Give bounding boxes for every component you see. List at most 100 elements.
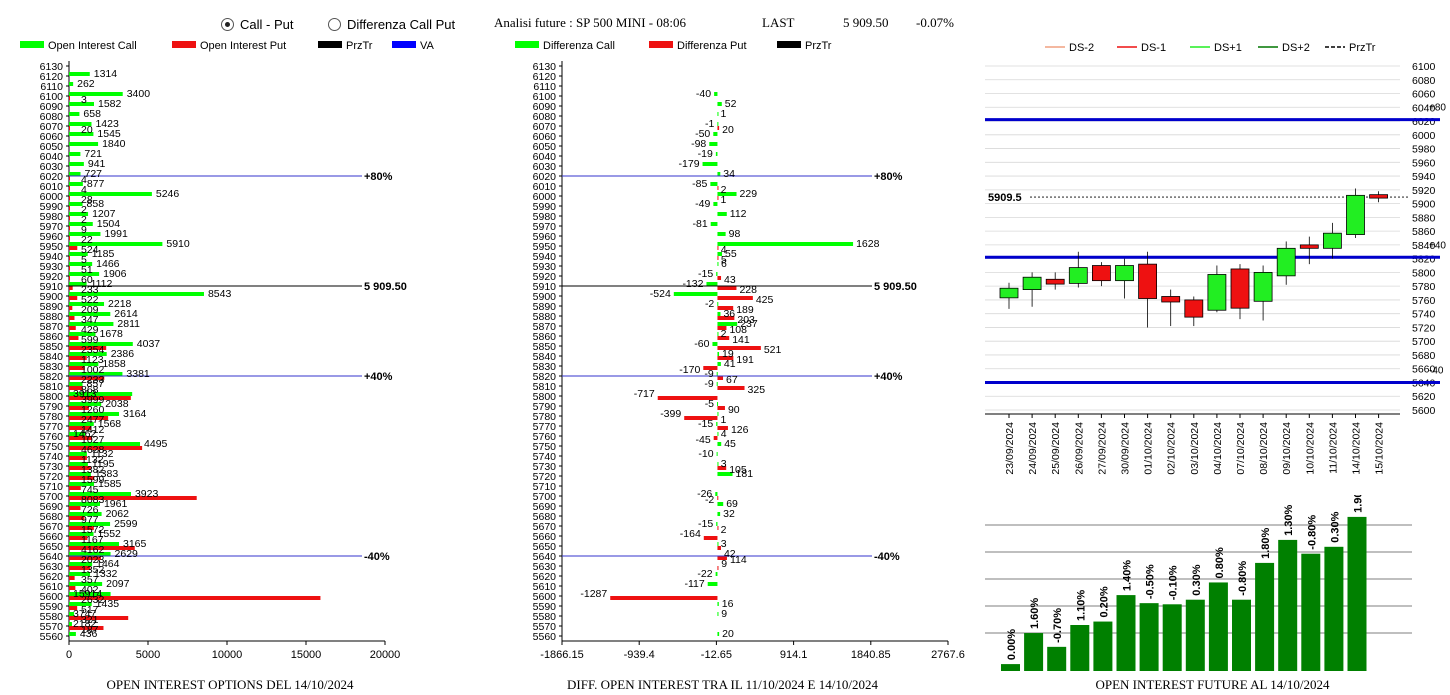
bar-call — [69, 402, 102, 406]
y-tick-label: 5780 — [533, 411, 557, 423]
bar-call — [69, 592, 111, 596]
legend-swatch-prztr — [777, 41, 801, 48]
candle-body — [1322, 232, 1342, 249]
y-tick-label: 5840 — [40, 351, 64, 363]
y-tick-label: 5820 — [40, 371, 64, 383]
bar-call — [69, 432, 86, 436]
x-tick-label: 04/10/2024 — [1212, 422, 1224, 475]
data-label: 436 — [80, 628, 98, 640]
y-tick-label: 5940 — [40, 251, 64, 263]
data-label: 1207 — [92, 208, 116, 220]
data-label: 1 — [721, 194, 727, 206]
bar-put — [69, 446, 143, 450]
data-label: 1568 — [98, 418, 122, 430]
bar-call — [717, 352, 720, 356]
data-label: 1464 — [96, 558, 120, 570]
bar-put — [69, 96, 70, 100]
bar-call — [717, 412, 719, 416]
data-label: -5 — [705, 398, 714, 410]
bar-call — [69, 322, 114, 326]
bar-call — [69, 342, 133, 346]
y-tick-label: 5600 — [1412, 405, 1436, 417]
y-tick-label: 5940 — [1412, 171, 1436, 183]
y-tick-label: 5820 — [533, 371, 557, 383]
future-oi-bar-label: 0.80% — [1214, 547, 1226, 578]
x-tick-label: 24/09/2024 — [1027, 422, 1039, 475]
bar-put — [69, 386, 83, 390]
data-label: 3 — [721, 458, 727, 470]
y-tick-label: 5680 — [40, 511, 64, 523]
data-label: 1314 — [94, 68, 118, 80]
y-tick-label: 5800 — [533, 391, 557, 403]
bar-call — [69, 362, 99, 366]
bar-put — [69, 496, 197, 500]
data-label: -132 — [682, 278, 703, 290]
y-tick-label: 6100 — [40, 91, 64, 103]
data-label: 1840 — [102, 138, 126, 150]
bar-put — [717, 386, 745, 390]
x-tick-label: 26/09/2024 — [1073, 422, 1085, 475]
data-label: 43 — [724, 274, 736, 286]
y-tick-label: 5890 — [40, 301, 64, 313]
y-tick-label: 5880 — [40, 311, 64, 323]
data-label: 98 — [729, 228, 741, 240]
data-label: 8543 — [208, 288, 232, 300]
data-label: 2182 — [73, 618, 97, 630]
bar-call — [69, 242, 163, 246]
x-tick-label: 15/10/2024 — [1374, 422, 1386, 475]
bar-put — [717, 376, 724, 380]
data-label: 726 — [81, 504, 99, 516]
legend-swatch-prztr — [318, 41, 342, 48]
y-tick-label: 5660 — [533, 531, 557, 543]
bar-call — [69, 612, 75, 616]
future-oi-bar — [1162, 604, 1182, 671]
y-tick-label: 6130 — [533, 61, 557, 73]
data-label: 237 — [740, 318, 758, 330]
data-label: 52 — [725, 98, 737, 110]
bar-call — [69, 202, 83, 206]
bar-call — [717, 212, 727, 216]
data-label: -179 — [679, 158, 700, 170]
top-controls: Call - Put Differenza Call Put Analisi f… — [0, 0, 1450, 40]
radio-diff-call-put[interactable]: Differenza Call Put — [328, 14, 455, 34]
bar-call — [69, 312, 111, 316]
radio-call-put-indicator[interactable] — [221, 17, 234, 31]
bar-call — [69, 502, 100, 506]
bar-put — [69, 216, 70, 220]
data-label: 67 — [726, 374, 738, 386]
y-tick-label: 5650 — [533, 541, 557, 553]
bar-put — [717, 276, 722, 280]
data-label: -2 — [705, 298, 714, 310]
bar-call — [69, 212, 89, 216]
data-label: -22 — [697, 568, 712, 580]
y-tick-label: 5660 — [40, 531, 64, 543]
radio-call-put[interactable]: Call - Put — [221, 14, 293, 34]
radio-diff-call-put-indicator[interactable] — [328, 17, 341, 31]
data-label: 1195 — [92, 458, 115, 470]
future-oi-bar-label: 1.60% — [1029, 598, 1041, 629]
data-label: 5 — [721, 254, 727, 266]
data-label: 429 — [81, 324, 99, 336]
bar-call — [717, 512, 721, 516]
data-label: 36 — [723, 308, 735, 320]
data-label: -9 — [704, 378, 713, 390]
data-label: 4 — [721, 244, 727, 256]
y-tick-label: 6050 — [533, 141, 557, 153]
data-label: 4 — [81, 184, 87, 196]
data-label: 1582 — [98, 98, 122, 110]
level-label: +40 — [1429, 240, 1446, 251]
bar-put — [69, 516, 85, 520]
y-tick-label: 5710 — [40, 481, 64, 493]
data-label: -60 — [694, 338, 709, 350]
bar-call — [717, 192, 737, 196]
bar-put — [717, 286, 737, 290]
bar-call — [712, 342, 718, 346]
data-label: 3923 — [135, 488, 159, 500]
y-tick-label: 5900 — [533, 291, 557, 303]
bar-put — [717, 496, 719, 500]
future-oi-bar-label: 0.00% — [1006, 629, 1018, 660]
bar-put — [703, 366, 718, 370]
bar-call — [714, 92, 718, 96]
y-tick-label: 6060 — [533, 131, 557, 143]
data-label: 4628 — [81, 444, 105, 456]
